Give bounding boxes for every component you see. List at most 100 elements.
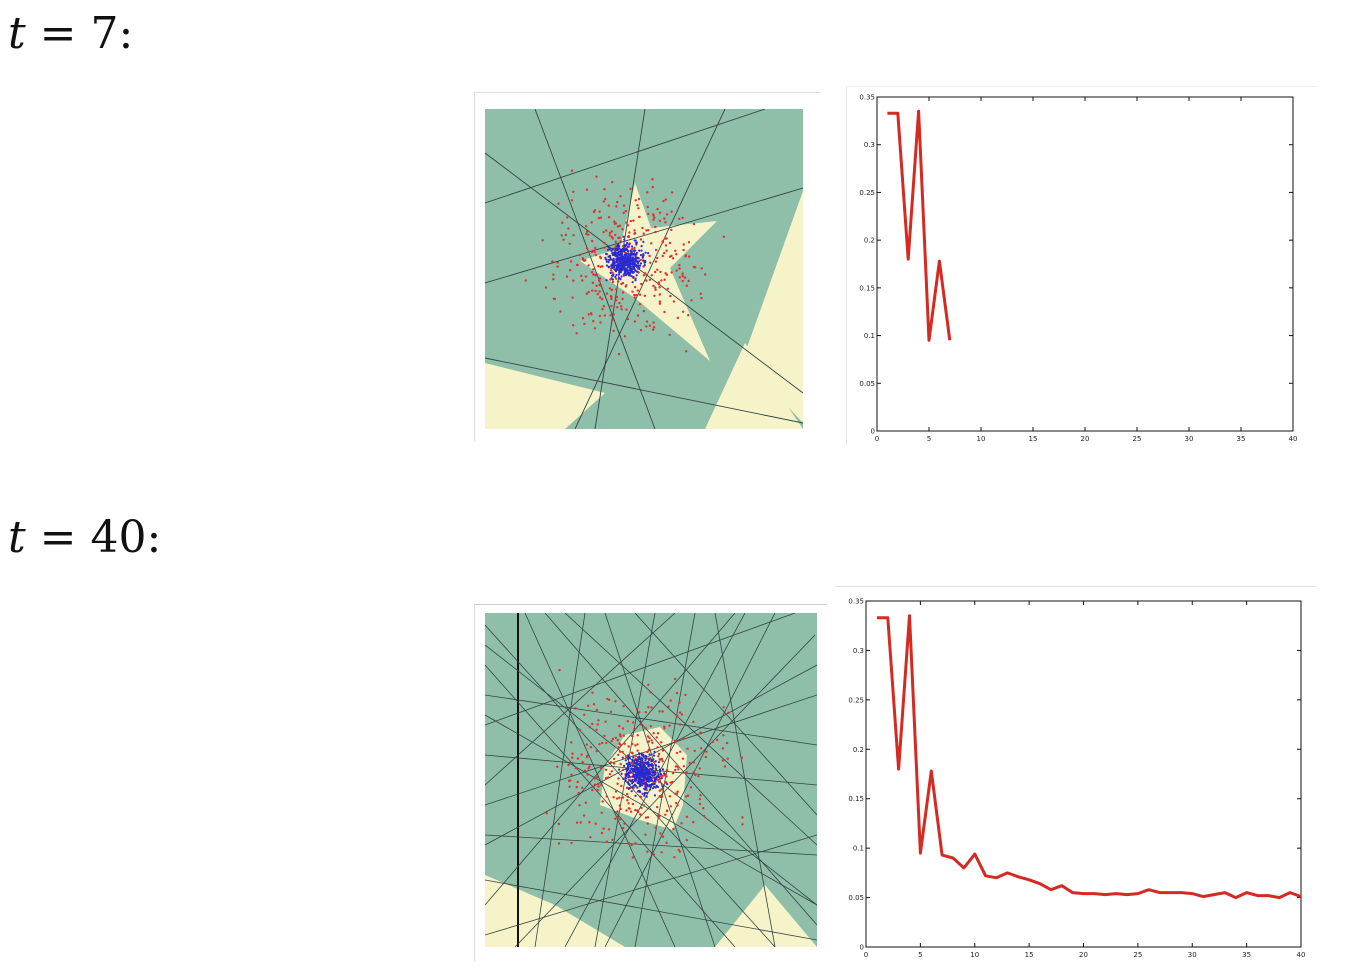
negative-sample-point: [567, 227, 570, 230]
positive-sample-point: [640, 752, 643, 755]
positive-sample-point: [630, 790, 633, 793]
negative-sample-point: [631, 752, 634, 755]
negative-sample-point: [618, 742, 621, 745]
negative-sample-point: [629, 776, 632, 779]
negative-sample-point: [681, 275, 684, 278]
negative-sample-point: [568, 785, 571, 788]
negative-sample-point: [658, 211, 662, 214]
negative-sample-point: [699, 292, 702, 295]
positive-sample-point: [643, 264, 646, 267]
positive-sample-point: [620, 772, 623, 775]
positive-sample-point: [631, 245, 634, 248]
y-tick-label: 0.15: [859, 284, 875, 292]
negative-sample-point: [656, 746, 659, 749]
x-tick-label: 10: [970, 951, 979, 959]
positive-sample-point: [641, 773, 644, 776]
negative-sample-point: [604, 776, 608, 780]
negative-sample-point: [631, 247, 634, 251]
negative-sample-point: [664, 221, 667, 224]
negative-sample-point: [585, 755, 589, 759]
positive-sample-point: [631, 281, 634, 284]
positive-sample-point: [643, 794, 646, 797]
x-tick-label: 20: [1081, 435, 1090, 443]
negative-sample-point: [634, 744, 637, 747]
positive-sample-point: [610, 264, 613, 267]
positive-sample-point: [622, 250, 626, 253]
negative-sample-point: [575, 263, 579, 267]
negative-sample-point: [627, 745, 630, 748]
positive-sample-point: [639, 783, 642, 787]
negative-sample-point: [655, 736, 658, 739]
negative-sample-point: [560, 234, 563, 237]
negative-sample-point: [625, 809, 628, 812]
negative-sample-point: [654, 288, 657, 291]
positive-sample-point: [654, 771, 657, 775]
negative-sample-point: [648, 278, 652, 281]
negative-sample-point: [570, 841, 573, 845]
negative-sample-point: [638, 303, 642, 306]
negative-sample-point: [675, 691, 679, 695]
negative-sample-point: [587, 290, 590, 294]
y-tick-label: 0: [871, 428, 875, 436]
negative-sample-point: [620, 308, 623, 311]
negative-sample-point: [632, 219, 635, 222]
negative-sample-point: [686, 747, 689, 750]
negative-sample-point: [684, 254, 687, 257]
negative-sample-point: [664, 780, 667, 784]
negative-sample-point: [623, 742, 626, 745]
positive-sample-point: [647, 779, 650, 782]
negative-sample-point: [588, 765, 591, 768]
positive-sample-point: [635, 764, 638, 768]
negative-sample-point: [622, 826, 625, 830]
x-tick-label: 10: [977, 435, 986, 443]
negative-sample-point: [619, 807, 622, 811]
positive-sample-point: [656, 785, 660, 789]
negative-sample-point: [692, 720, 695, 724]
negative-sample-point: [692, 761, 695, 764]
negative-sample-point: [642, 309, 646, 313]
negative-sample-point: [633, 229, 636, 232]
negative-sample-point: [636, 809, 639, 812]
negative-sample-point: [677, 848, 680, 852]
negative-sample-point: [633, 246, 636, 250]
negative-sample-point: [596, 776, 599, 779]
x-tick-label: 0: [875, 435, 879, 443]
negative-sample-point: [698, 767, 701, 770]
negative-sample-point: [670, 254, 673, 258]
negative-sample-point: [644, 833, 647, 836]
negative-sample-point: [645, 229, 648, 232]
positive-sample-point: [636, 766, 639, 769]
negative-sample-point: [682, 243, 685, 246]
positive-sample-point: [629, 274, 632, 277]
positive-sample-point: [616, 243, 620, 246]
negative-sample-point: [643, 294, 646, 297]
negative-sample-point: [628, 231, 631, 234]
negative-sample-point: [628, 807, 631, 810]
positive-sample-point: [633, 761, 636, 765]
negative-sample-point: [693, 749, 696, 753]
negative-sample-point: [619, 195, 622, 198]
negative-sample-point: [610, 770, 613, 773]
negative-sample-point: [654, 230, 657, 234]
positive-sample-point: [646, 784, 649, 787]
negative-sample-point: [663, 217, 666, 220]
negative-sample-point: [568, 268, 572, 272]
positive-sample-point: [619, 253, 622, 256]
negative-sample-point: [676, 714, 679, 718]
negative-sample-point: [621, 228, 624, 231]
negative-sample-point: [594, 246, 597, 250]
negative-sample-point: [571, 756, 574, 759]
negative-sample-point: [639, 258, 642, 262]
negative-sample-point: [625, 221, 628, 224]
positive-sample-point: [625, 263, 628, 266]
negative-sample-point: [605, 795, 608, 798]
negative-sample-point: [608, 234, 611, 237]
negative-sample-point: [727, 711, 730, 714]
positive-sample-point: [644, 781, 647, 785]
negative-sample-point: [650, 706, 653, 709]
negative-sample-point: [688, 762, 692, 765]
negative-sample-point: [665, 273, 669, 276]
positive-sample-point: [620, 275, 623, 278]
positive-sample-point: [644, 261, 647, 264]
positive-sample-point: [616, 248, 619, 251]
